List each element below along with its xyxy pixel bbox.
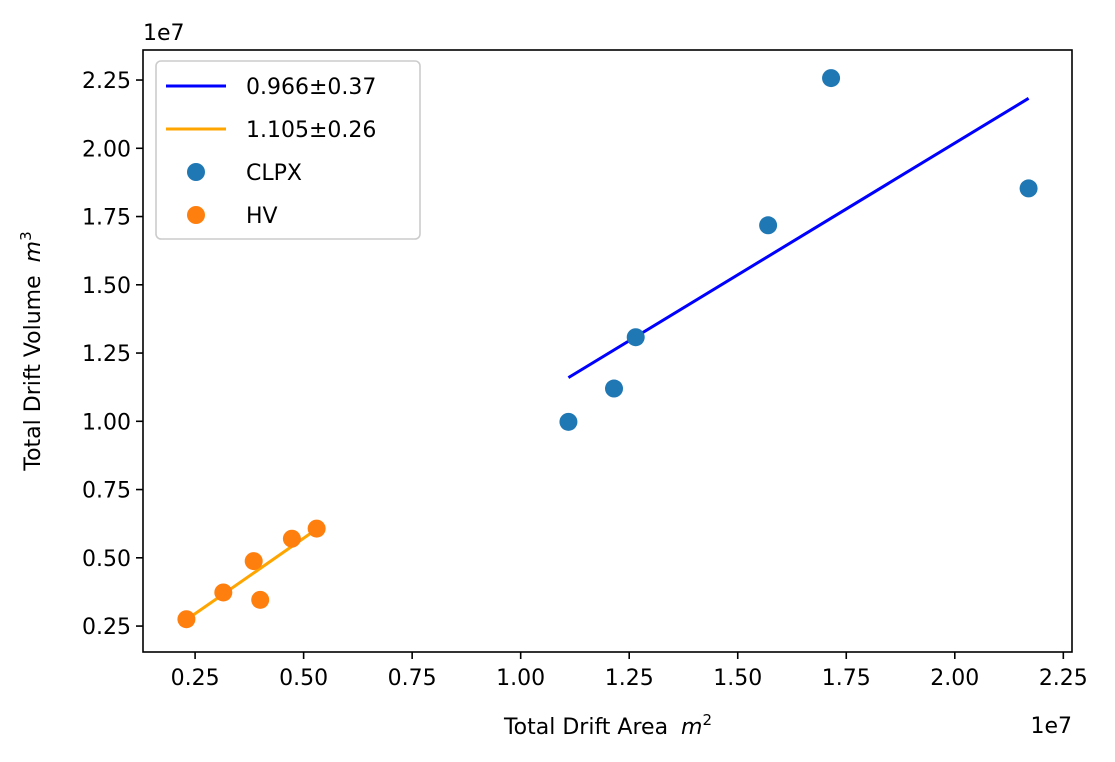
- x-axis-label-text: Total Drift Area: [503, 715, 668, 740]
- y-axis-label-exp: 3: [17, 231, 35, 241]
- x-tick-label: 1.50: [713, 666, 762, 691]
- x-tick-label: 0.50: [279, 666, 328, 691]
- x-axis-label: Total Drift Area m2: [503, 711, 712, 740]
- point-hv-3: [244, 552, 263, 571]
- x-tick-label: 2.00: [930, 666, 979, 691]
- y-tick-label: 1.75: [82, 206, 131, 231]
- y-tick-label: 0.50: [82, 547, 131, 572]
- legend: 0.966±0.37 1.105±0.26 CLPX HV: [155, 60, 421, 240]
- y-offset-text: 1e7: [143, 21, 185, 46]
- x-tick-label: 1.00: [496, 666, 545, 691]
- point-clpx-5: [822, 69, 841, 88]
- legend-label: CLPX: [246, 161, 302, 186]
- plot-area: [177, 69, 1038, 629]
- y-axis-label: Total Drift Volume m3: [17, 231, 46, 471]
- point-clpx-2: [605, 379, 624, 398]
- y-tick-label: 0.25: [82, 615, 131, 640]
- point-clpx-4: [759, 216, 778, 235]
- point-clpx-3: [626, 328, 645, 347]
- y-tick-label: 1.25: [82, 342, 131, 367]
- point-clpx-1: [559, 412, 578, 431]
- plot-frame: [142, 49, 1073, 653]
- x-tick-label: 0.75: [388, 666, 437, 691]
- fit-line-1: [567, 97, 1030, 379]
- point-clpx-6: [1019, 179, 1038, 198]
- x-axis-label-exp: 2: [702, 711, 712, 729]
- point-hv-5: [282, 529, 301, 548]
- x-tick-label: 1.75: [822, 666, 871, 691]
- x-tick-label: 0.25: [171, 666, 220, 691]
- x-offset-text: 1e7: [1030, 714, 1072, 739]
- legend-box: [155, 60, 421, 240]
- legend-marker-hv: [187, 206, 205, 224]
- y-axis-label-unit: m: [21, 241, 46, 262]
- y-tick-label: 2.25: [82, 69, 131, 94]
- y-tick-label: 2.00: [82, 137, 131, 162]
- y-tick-label: 0.75: [82, 479, 131, 504]
- point-hv-2: [214, 583, 233, 602]
- legend-label: HV: [246, 204, 278, 229]
- point-hv-4: [251, 590, 270, 609]
- point-hv-1: [177, 610, 196, 629]
- y-tick-label: 1.00: [82, 410, 131, 435]
- legend-label: 1.105±0.26: [246, 118, 376, 143]
- legend-label: 0.966±0.37: [246, 75, 376, 100]
- y-axis-label-text: Total Drift Volume: [21, 275, 46, 471]
- point-hv-6: [307, 519, 326, 538]
- x-axis-label-unit: m: [681, 715, 702, 740]
- legend-marker-clpx: [187, 163, 205, 181]
- y-tick-label: 1.50: [82, 274, 131, 299]
- x-tick-label: 1.25: [605, 666, 654, 691]
- axes: 0.25 0.50 0.75 1.00 1.25 1.50 1.75 2.00 2.25 0.25…: [82, 49, 1088, 691]
- x-tick-label: 2.25: [1039, 666, 1088, 691]
